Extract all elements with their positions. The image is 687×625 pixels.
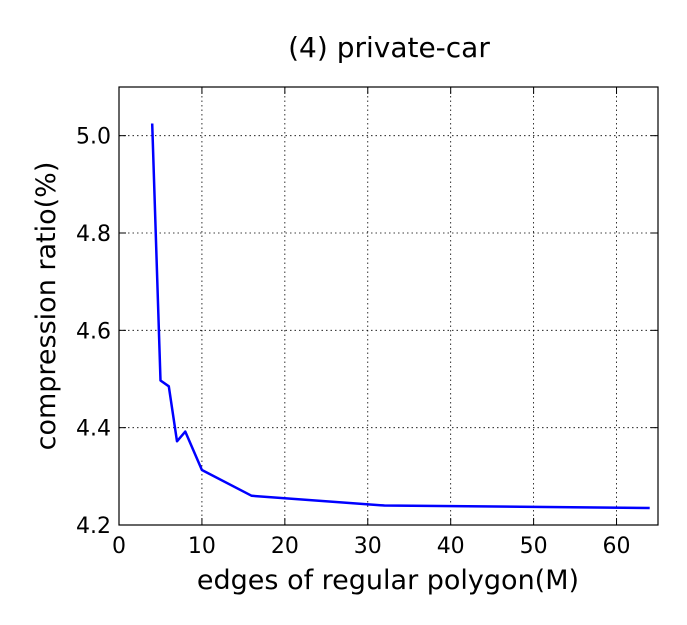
chart-title: (4) private-car [288, 31, 490, 64]
y-axis-label: compression ratio(%) [31, 162, 62, 451]
plot-lines [150, 123, 650, 510]
series-line [150, 123, 650, 510]
plot-frame [118, 86, 659, 526]
y-tick-label: 4.8 [76, 222, 111, 247]
y-tick-label: 4.4 [76, 417, 111, 442]
y-tick-label: 4.2 [76, 514, 111, 539]
x-tick-label: 20 [271, 534, 299, 559]
x-axis-label: edges of regular polygon(M) [197, 565, 579, 596]
x-tick-label: 10 [188, 534, 216, 559]
x-tick-label: 40 [437, 534, 465, 559]
grid [118, 87, 658, 526]
axis-ticks: 0 10 20 30 40 50 60 4.2 4.4 4.6 4.8 5.0 [76, 87, 658, 559]
x-tick-label: 30 [354, 534, 382, 559]
x-tick-label: 50 [520, 534, 548, 559]
x-tick-label: 60 [603, 534, 631, 559]
y-tick-label: 5.0 [76, 125, 111, 150]
x-tick-label: 0 [112, 534, 126, 559]
y-tick-label: 4.6 [76, 319, 111, 344]
